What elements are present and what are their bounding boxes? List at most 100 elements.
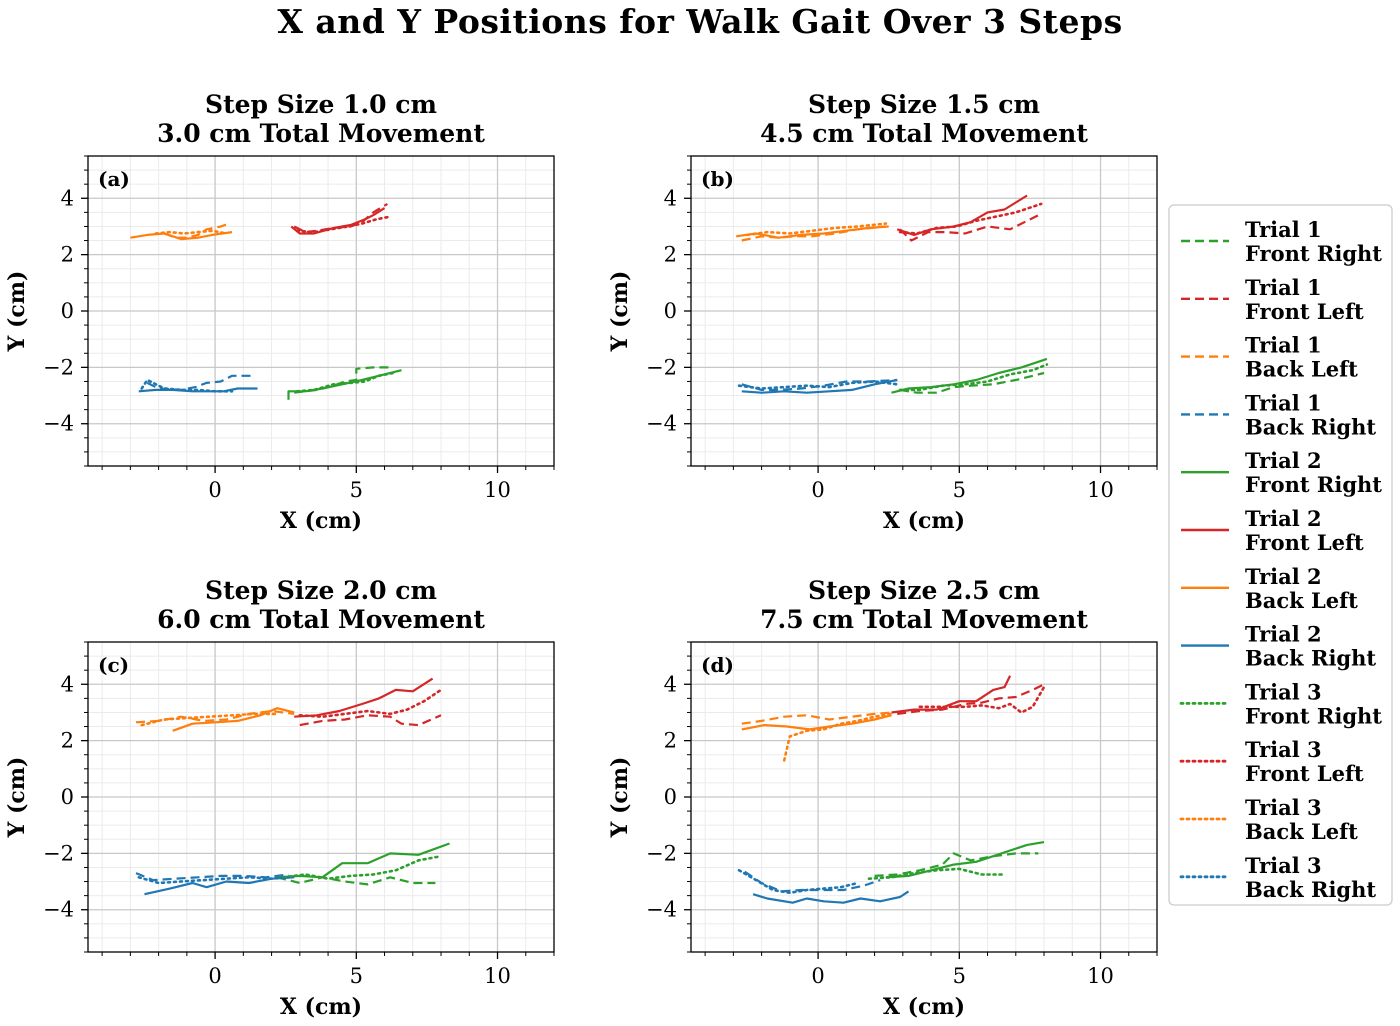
series-line-trial-3-front-right bbox=[295, 371, 395, 393]
legend-label-line-1: Trial 2 bbox=[1245, 622, 1322, 647]
y-tick-label: 2 bbox=[664, 243, 677, 267]
legend-label-line-1: Trial 1 bbox=[1245, 390, 1322, 415]
legend-label-line-2: Front Left bbox=[1245, 299, 1364, 324]
figure-title: X and Y Positions for Walk Gait Over 3 S… bbox=[277, 2, 1123, 41]
panel-label: (b) bbox=[701, 167, 734, 191]
y-tick-label: 0 bbox=[61, 785, 74, 809]
series-line-trial-2-back-left bbox=[172, 707, 295, 732]
panel-label: (a) bbox=[98, 167, 130, 191]
y-axis-label: Y (cm) bbox=[607, 757, 633, 839]
y-tick-label: 0 bbox=[664, 785, 677, 809]
series-line-trial-2-front-right bbox=[891, 357, 1048, 394]
legend-label-line-1: Trial 1 bbox=[1245, 275, 1322, 300]
y-tick-label: 2 bbox=[61, 243, 74, 267]
legend-label-line-1: Trial 1 bbox=[1245, 217, 1322, 242]
x-tick-label: 5 bbox=[350, 478, 363, 502]
x-tick-label: 0 bbox=[208, 478, 221, 502]
series-line-trial-1-front-right bbox=[294, 366, 393, 394]
x-tick-label: 10 bbox=[1087, 964, 1114, 988]
legend-label-line-2: Front Right bbox=[1245, 703, 1382, 728]
panel-label: (c) bbox=[98, 653, 129, 677]
y-tick-label: 4 bbox=[664, 672, 677, 696]
subplot-b: 0 5 10 −4 −2 0 2 4 (b) Step Size 1.5 cm4.5 cm Tot… bbox=[607, 90, 1158, 534]
series-line-trial-3-front-left bbox=[298, 688, 443, 719]
subplot-title-line-1: Step Size 2.5 cm bbox=[808, 576, 1040, 605]
x-tick-label: 5 bbox=[350, 964, 363, 988]
series-line-trial-1-back-left bbox=[741, 711, 892, 725]
series-line-trial-3-front-left bbox=[898, 202, 1043, 235]
series-line-trial-2-back-right bbox=[741, 378, 898, 394]
series-line-trial-3-back-right bbox=[140, 378, 234, 393]
subplot-title-line-1: Step Size 1.5 cm bbox=[808, 90, 1040, 119]
panel-label: (d) bbox=[701, 653, 734, 677]
x-axis-label: X (cm) bbox=[280, 994, 362, 1020]
x-tick-label: 10 bbox=[484, 964, 511, 988]
y-axis-label: Y (cm) bbox=[4, 271, 30, 353]
y-tick-label: 0 bbox=[664, 299, 677, 323]
series-line-trial-2-front-left bbox=[294, 677, 434, 718]
legend-label-line-1: Trial 2 bbox=[1245, 506, 1322, 531]
x-tick-label: 10 bbox=[1087, 478, 1114, 502]
series-line-trial-3-front-left bbox=[295, 215, 392, 234]
legend-label-line-2: Front Left bbox=[1245, 530, 1364, 555]
y-tick-label: −4 bbox=[43, 412, 74, 436]
subplot-title-line-1: Step Size 2.0 cm bbox=[205, 576, 437, 605]
legend-frame bbox=[1168, 204, 1393, 906]
y-tick-label: 2 bbox=[664, 729, 677, 753]
series-line-trial-2-front-right bbox=[277, 842, 450, 879]
series-line-trial-3-back-right bbox=[137, 875, 290, 885]
y-tick-label: −4 bbox=[43, 898, 74, 922]
subplot-title-line-2: 3.0 cm Total Movement bbox=[157, 119, 485, 148]
series-line-trial-1-front-left bbox=[899, 212, 1042, 242]
series-line-trial-1-front-right bbox=[899, 371, 1045, 394]
series-line-trial-2-front-left bbox=[290, 207, 386, 235]
y-tick-label: 4 bbox=[61, 186, 74, 210]
series-line-trial-3-back-left bbox=[746, 222, 888, 237]
series-line-trial-3-front-right bbox=[898, 363, 1049, 392]
subplot-a: 0 5 10 −4 −2 0 2 4 (a) Step Size 1.0 cm3.0 cm Tot… bbox=[4, 90, 555, 534]
legend-label-line-1: Trial 3 bbox=[1245, 795, 1322, 820]
legend-label-line-2: Front Right bbox=[1245, 241, 1382, 266]
legend-label-line-1: Trial 3 bbox=[1245, 737, 1322, 762]
series-line-trial-1-back-right bbox=[146, 374, 252, 391]
subplot-title-line-2: 6.0 cm Total Movement bbox=[157, 605, 485, 634]
series-line-trial-1-front-left bbox=[299, 714, 442, 727]
x-axis-label: X (cm) bbox=[883, 994, 965, 1020]
x-axis-label: X (cm) bbox=[280, 508, 362, 534]
series-line-trial-2-back-left bbox=[130, 231, 233, 241]
legend-label-line-1: Trial 1 bbox=[1245, 333, 1322, 358]
series-line-trial-3-back-left bbox=[154, 229, 228, 235]
legend-label-line-1: Trial 3 bbox=[1245, 853, 1322, 878]
y-tick-label: −4 bbox=[646, 898, 677, 922]
x-tick-label: 5 bbox=[953, 478, 966, 502]
series-line-trial-3-back-right bbox=[737, 868, 859, 895]
x-tick-label: 5 bbox=[953, 964, 966, 988]
y-tick-label: −2 bbox=[43, 355, 74, 379]
x-tick-label: 0 bbox=[811, 964, 824, 988]
series-line-trial-1-front-right bbox=[874, 852, 1039, 877]
series-line-trial-2-back-left bbox=[741, 714, 892, 731]
x-axis-label: X (cm) bbox=[883, 508, 965, 534]
series-line-trial-3-front-right bbox=[867, 867, 1004, 881]
legend-label-line-2: Front Left bbox=[1245, 761, 1364, 786]
y-tick-label: 2 bbox=[61, 729, 74, 753]
series-line-trial-1-back-right bbox=[135, 872, 289, 882]
series-line-trial-2-back-right bbox=[752, 890, 910, 904]
legend-label-line-1: Trial 2 bbox=[1245, 564, 1322, 589]
legend-label-line-2: Back Right bbox=[1245, 646, 1376, 671]
legend-label-line-2: Back Left bbox=[1245, 588, 1358, 613]
subplot-d: 0 5 10 −4 −2 0 2 4 (d) Step Size 2.5 cm7.5 cm Tot… bbox=[607, 576, 1158, 1020]
legend-label-line-1: Trial 3 bbox=[1245, 679, 1322, 704]
series-line-trial-3-front-left bbox=[918, 685, 1046, 714]
y-tick-label: −2 bbox=[43, 841, 74, 865]
y-axis-label: Y (cm) bbox=[4, 757, 30, 839]
x-tick-label: 0 bbox=[811, 478, 824, 502]
series-line-trial-3-front-right bbox=[281, 854, 443, 881]
subplot-title-line-2: 7.5 cm Total Movement bbox=[760, 605, 1088, 634]
subplot-title-line-1: Step Size 1.0 cm bbox=[205, 90, 437, 119]
legend-label-line-2: Back Left bbox=[1245, 819, 1358, 844]
legend-label-line-1: Trial 2 bbox=[1245, 448, 1322, 473]
x-tick-label: 10 bbox=[484, 478, 511, 502]
